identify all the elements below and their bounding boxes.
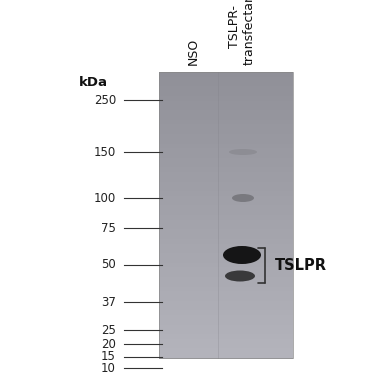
Ellipse shape	[223, 246, 261, 264]
Text: 15: 15	[101, 351, 116, 363]
Bar	[159, 320, 292, 326]
Bar	[159, 325, 292, 330]
Bar	[159, 262, 292, 268]
Bar	[159, 215, 292, 221]
Bar	[159, 258, 292, 264]
Bar	[159, 139, 292, 144]
Text: NSO: NSO	[186, 38, 200, 65]
Bar	[159, 172, 292, 178]
Bar	[159, 163, 292, 168]
Bar	[159, 100, 292, 106]
Bar	[159, 86, 292, 92]
Bar	[159, 153, 292, 159]
Bar	[159, 72, 292, 358]
Text: TSLPR: TSLPR	[275, 258, 327, 273]
Bar	[159, 306, 292, 311]
Bar	[159, 105, 292, 111]
Bar	[159, 225, 292, 230]
Bar	[159, 344, 292, 350]
Bar	[159, 129, 292, 135]
Bar	[159, 182, 292, 188]
Bar	[159, 134, 292, 140]
Text: 250: 250	[94, 93, 116, 106]
Bar	[159, 210, 292, 216]
Bar	[159, 96, 292, 102]
Bar	[159, 148, 292, 154]
Text: 50: 50	[101, 258, 116, 272]
Bar	[159, 124, 292, 130]
Bar	[159, 167, 292, 173]
Bar	[159, 191, 292, 197]
Ellipse shape	[225, 270, 255, 282]
Text: 10: 10	[101, 362, 116, 375]
Bar	[159, 291, 292, 297]
Bar	[159, 81, 292, 87]
Bar	[159, 91, 292, 97]
Text: 20: 20	[101, 338, 116, 351]
Bar	[159, 267, 292, 273]
Bar	[159, 229, 292, 235]
Text: 37: 37	[101, 296, 116, 309]
Text: 25: 25	[101, 324, 116, 336]
Bar	[159, 272, 292, 278]
Bar	[159, 120, 292, 125]
Text: kDa: kDa	[79, 75, 108, 88]
Bar	[159, 286, 292, 292]
Bar	[159, 196, 292, 202]
Text: 75: 75	[101, 222, 116, 234]
Bar	[159, 186, 292, 192]
Bar	[159, 348, 292, 354]
Text: 100: 100	[94, 192, 116, 204]
Bar	[159, 220, 292, 225]
Bar	[159, 206, 292, 211]
Bar	[159, 253, 292, 259]
Bar	[159, 77, 292, 82]
Bar	[159, 277, 292, 283]
Bar	[159, 244, 292, 249]
Bar	[159, 315, 292, 321]
Bar	[159, 201, 292, 207]
Text: TSLPR-
transfectant: TSLPR- transfectant	[228, 0, 255, 65]
Bar	[159, 234, 292, 240]
Bar	[159, 353, 292, 359]
Text: 150: 150	[94, 146, 116, 159]
Bar	[159, 110, 292, 116]
Bar	[159, 310, 292, 316]
Bar	[159, 282, 292, 288]
Bar	[159, 248, 292, 254]
Bar	[159, 144, 292, 149]
Bar	[159, 329, 292, 335]
Bar	[159, 158, 292, 164]
Bar	[159, 72, 292, 78]
Ellipse shape	[232, 194, 254, 202]
Ellipse shape	[229, 149, 257, 155]
Bar	[159, 301, 292, 307]
Bar	[159, 177, 292, 183]
Bar	[159, 239, 292, 244]
Bar	[159, 339, 292, 345]
Bar	[159, 115, 292, 121]
Bar	[159, 334, 292, 340]
Bar	[159, 296, 292, 302]
